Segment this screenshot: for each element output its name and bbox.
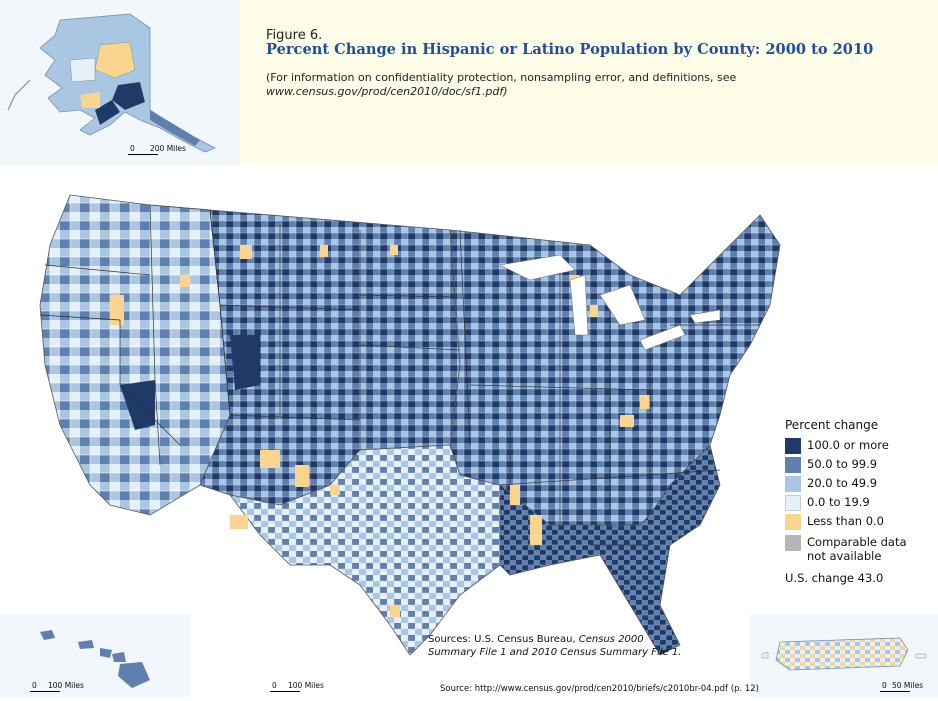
conus-scale-bar <box>270 691 300 692</box>
pr-scale-bar <box>880 691 910 692</box>
legend-label-na-1: Comparable data <box>807 535 907 549</box>
pr-scale-zero: 0 <box>882 681 887 690</box>
legend-title: Percent change <box>785 418 879 432</box>
negative-change-counties <box>110 245 650 617</box>
legend-label: 0.0 to 19.9 <box>807 495 870 509</box>
conus-scale-label: 100 Miles <box>288 681 324 690</box>
us-change-label: U.S. change 43.0 <box>785 571 884 585</box>
legend-swatch <box>785 514 801 530</box>
hawaii-scale-bar <box>30 691 60 692</box>
legend-item-20-49: 20.0 to 49.9 <box>785 476 877 492</box>
puerto-rico-inset: 0 50 Miles <box>750 614 938 697</box>
legend-swatch <box>785 476 801 492</box>
legend-swatch <box>785 535 801 551</box>
page-title: Percent Change in Hispanic or Latino Pop… <box>266 41 874 58</box>
hawaii-scale-zero: 0 <box>32 681 37 690</box>
great-lakes <box>499 254 721 351</box>
legend-item-100-plus: 100.0 or more <box>785 438 889 454</box>
sources-census: Census 2000 <box>578 634 644 645</box>
alaska-map <box>7 13 216 153</box>
hawaii-map <box>40 630 150 688</box>
sources-note: Sources: U.S. Census Bureau, Census 2000… <box>428 633 681 659</box>
legend-label: 50.0 to 99.9 <box>807 457 878 471</box>
pr-scale-label: 50 Miles <box>892 681 924 690</box>
legend-label: 20.0 to 49.9 <box>807 476 878 490</box>
sources-line2: Summary File 1 and 2010 Census Summary F… <box>428 647 682 658</box>
figure-label: Figure 6. <box>266 28 323 43</box>
puerto-rico-map <box>761 637 927 671</box>
alaska-scale-bar <box>128 154 158 155</box>
legend-swatch <box>785 438 801 454</box>
conus-scale-zero: 0 <box>272 681 277 690</box>
alaska-inset: 0 200 Miles <box>0 0 240 165</box>
header-panel <box>240 0 938 165</box>
hawaii-inset: 0 100 Miles <box>0 614 190 697</box>
sources-prefix: Sources: U.S. Census Bureau, <box>428 634 579 645</box>
hawaii-scale-label: 100 Miles <box>48 681 84 690</box>
note-line-1: (For information on confidentiality prot… <box>266 71 737 84</box>
source-url: Source: http://www.census.gov/prod/cen20… <box>440 684 759 694</box>
state-boundaries <box>39 204 760 546</box>
alaska-scale-label: 200 Miles <box>150 144 186 153</box>
legend-label: Less than 0.0 <box>807 514 884 528</box>
legend-item-na: Comparable data not available <box>785 535 907 565</box>
note-line-2: www.census.gov/prod/cen2010/doc/sf1.pdf) <box>266 85 508 98</box>
conus-map <box>39 194 781 656</box>
alaska-scale-zero: 0 <box>130 144 135 153</box>
legend-label: 100.0 or more <box>807 438 889 452</box>
legend-item-0-19: 0.0 to 19.9 <box>785 495 870 511</box>
legend-swatch <box>785 495 801 511</box>
legend-item-negative: Less than 0.0 <box>785 514 884 530</box>
legend-item-50-99: 50.0 to 99.9 <box>785 457 877 473</box>
legend-label-na-2: not available <box>807 549 882 563</box>
legend-swatch <box>785 457 801 473</box>
